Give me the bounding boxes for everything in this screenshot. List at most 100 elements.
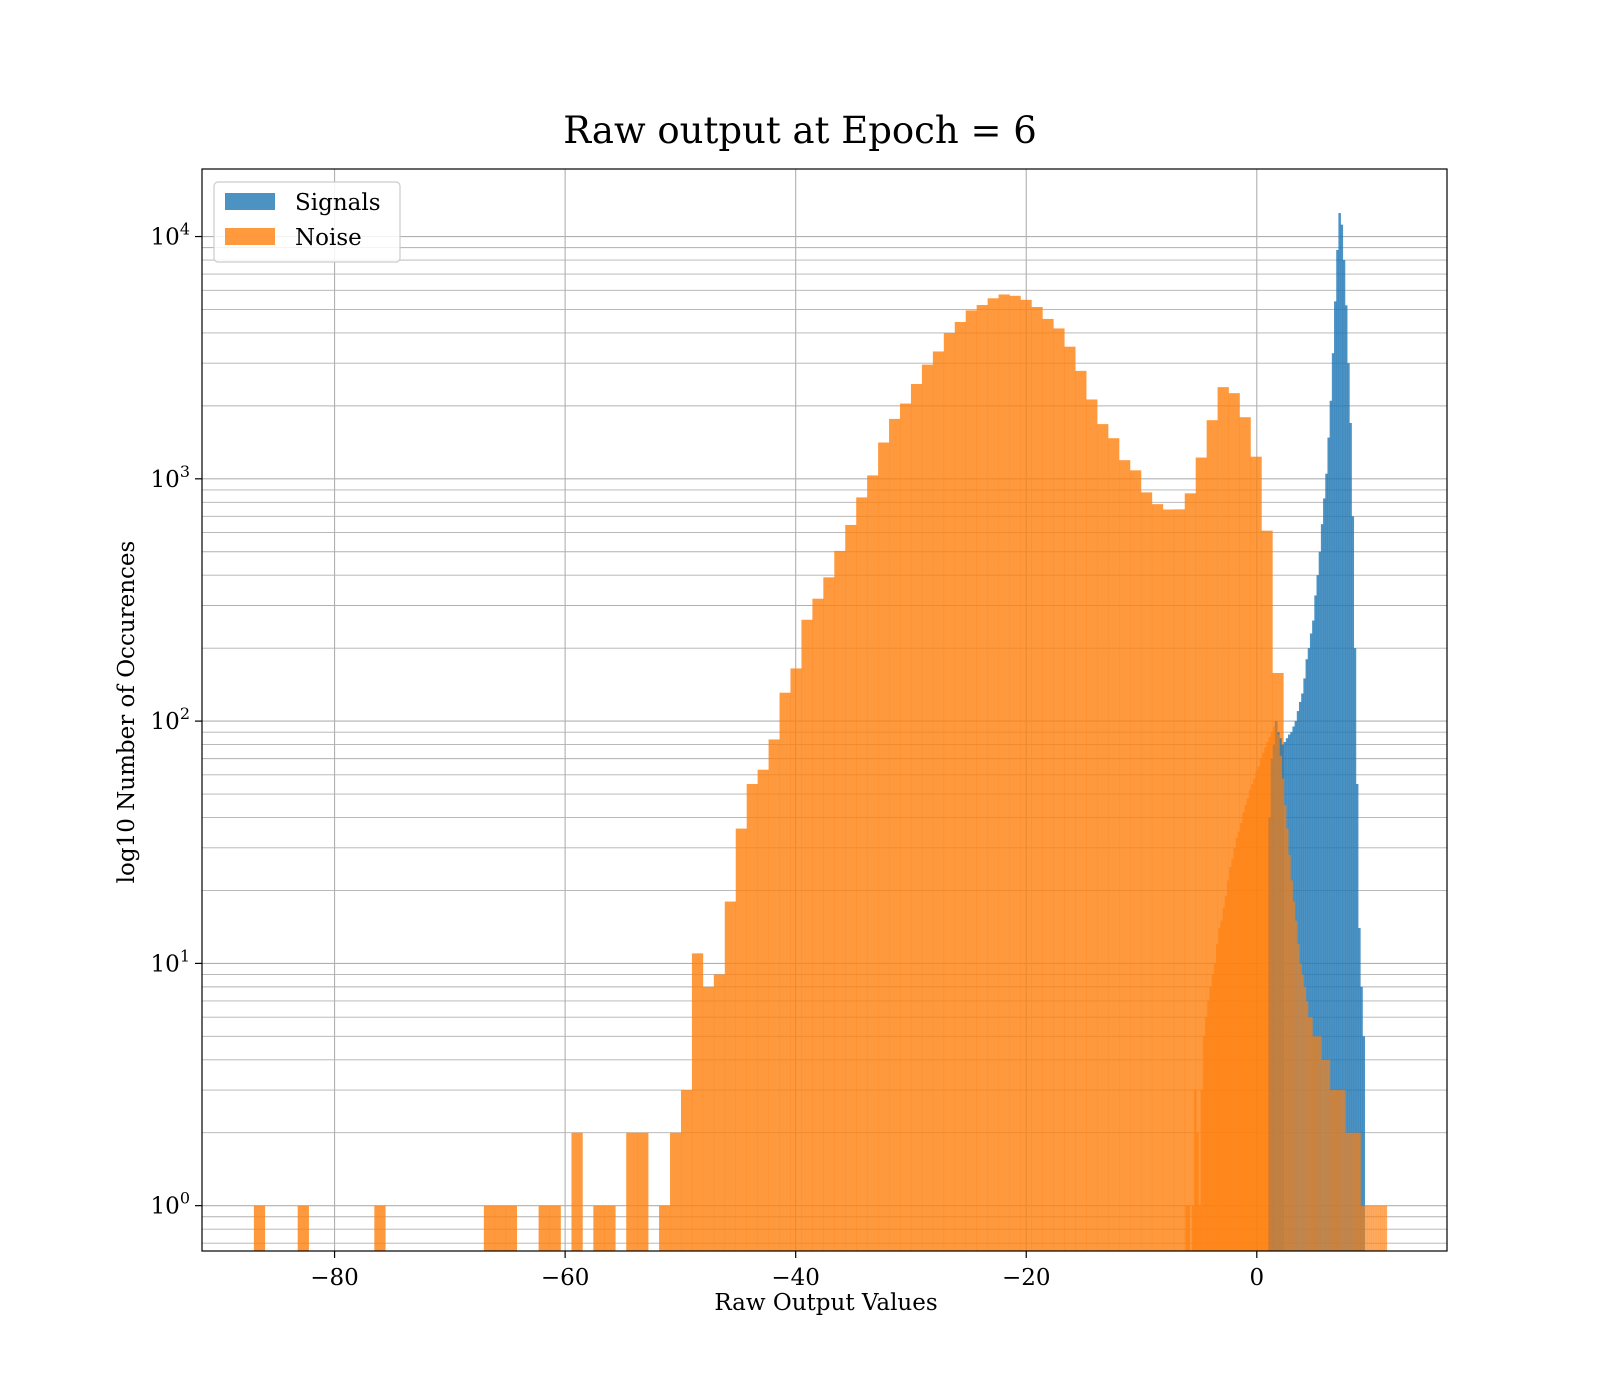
- noise-bar: [910, 384, 923, 1251]
- noise-bar: [943, 333, 956, 1251]
- noise-overlay-bar: [1270, 732, 1274, 1251]
- noise-bar: [1119, 460, 1131, 1251]
- noise-bar: [889, 418, 901, 1252]
- signal-bar: [1307, 648, 1311, 1251]
- noise-overlay-bar: [1378, 1205, 1381, 1251]
- noise-bar: [483, 1205, 496, 1251]
- noise-overlay-bar: [1373, 1205, 1377, 1251]
- noise-overlay-bar: [1191, 1205, 1195, 1251]
- noise-bar: [856, 497, 868, 1251]
- plot-frame: [201, 168, 1448, 1252]
- noise-overlay-bar: [1358, 1132, 1361, 1251]
- noise-bar: [1217, 387, 1229, 1251]
- noise-overlay-bar: [1231, 858, 1234, 1251]
- noise-bar: [637, 1132, 649, 1251]
- noise-bar: [626, 1132, 638, 1251]
- noise-bar: [735, 828, 747, 1251]
- noise-overlay-bar: [1312, 1036, 1315, 1251]
- noise-overlay-bar: [1314, 1036, 1318, 1251]
- noise-overlay-bar: [1215, 944, 1219, 1251]
- noise-overlay-bar: [1305, 1000, 1309, 1251]
- noise-overlay-bar: [1268, 736, 1272, 1251]
- noise-bar: [297, 1205, 309, 1251]
- noise-bar: [713, 974, 726, 1251]
- noise-overlay-bar: [1375, 1205, 1379, 1251]
- signal-bar: [1347, 363, 1350, 1251]
- noise-overlay-bar: [1340, 1090, 1344, 1251]
- noise-bar: [812, 598, 824, 1251]
- noise-bar: [1108, 438, 1120, 1251]
- noise-bar: [954, 321, 967, 1251]
- signal-bar: [1334, 301, 1337, 1252]
- noise-overlay-bar: [1323, 1059, 1326, 1251]
- noise-overlay-bar: [1329, 1090, 1333, 1251]
- legend-label-noise: Noise: [295, 225, 362, 251]
- signal-bar: [1329, 400, 1333, 1252]
- signal-bar: [1325, 473, 1328, 1251]
- noise-bar: [845, 524, 857, 1251]
- noise-overlay-bar: [1240, 822, 1243, 1251]
- x-axis-label: Raw Output Values: [714, 1290, 937, 1316]
- noise-overlay-bar: [1369, 1205, 1372, 1251]
- noise-overlay-bar: [1251, 784, 1254, 1251]
- noise-bar: [253, 1205, 266, 1251]
- noise-overlay-bar: [1277, 734, 1280, 1251]
- noise-bar: [1086, 399, 1098, 1251]
- noise-overlay-bar: [1288, 855, 1291, 1251]
- noise-overlay-bar: [1272, 726, 1276, 1251]
- noise-overlay-bar: [1286, 828, 1289, 1251]
- noise-bar: [1140, 492, 1153, 1252]
- noise-overlay-bar: [1194, 1090, 1197, 1251]
- y-tick-exponent: 0: [180, 1189, 190, 1208]
- noise-overlay-bar: [1226, 880, 1230, 1251]
- noise-overlay-bar: [1185, 1205, 1188, 1251]
- noise-overlay-bar: [1200, 1090, 1204, 1251]
- noise-bar: [1020, 299, 1032, 1251]
- noise-overlay-bar: [1209, 986, 1212, 1251]
- noise-overlay-bar: [1345, 1132, 1348, 1251]
- noise-overlay-bar: [1253, 778, 1256, 1251]
- noise-bar: [1195, 457, 1207, 1251]
- signal-bar: [1362, 1036, 1365, 1251]
- signal-bar: [1351, 516, 1355, 1251]
- noise-overlay-bar: [1307, 1017, 1311, 1251]
- noise-overlay-bar: [1266, 741, 1269, 1251]
- noise-bar: [670, 1132, 682, 1251]
- noise-overlay-bar: [1301, 974, 1304, 1251]
- noise-overlay-bar: [1259, 758, 1263, 1251]
- noise-overlay-bar: [1202, 1036, 1206, 1251]
- noise-overlay-bar: [1334, 1090, 1337, 1251]
- noise-overlay-bar: [1380, 1205, 1383, 1251]
- signal-bar: [1344, 305, 1348, 1251]
- noise-bar: [921, 364, 934, 1252]
- x-tick-label: −60: [541, 1265, 590, 1291]
- noise-bar: [1064, 346, 1076, 1251]
- noise-overlay-bar: [1292, 901, 1296, 1251]
- noise-overlay-bar: [1384, 1205, 1388, 1251]
- noise-overlay-bar: [1303, 986, 1307, 1251]
- signal-bar: [1353, 648, 1357, 1251]
- noise-overlay-bar: [1207, 1000, 1210, 1251]
- signal-bar: [1312, 620, 1315, 1251]
- noise-bar: [494, 1205, 507, 1251]
- signal-bar: [1340, 224, 1344, 1252]
- noise-overlay-bar: [1382, 1205, 1385, 1251]
- noise-bar: [987, 298, 999, 1251]
- signal-bar: [1320, 524, 1324, 1251]
- noise-bar: [965, 310, 977, 1252]
- y-tick-exponent: 1: [180, 946, 190, 965]
- noise-overlay-bar: [1367, 1205, 1370, 1251]
- noise-overlay-bar: [1261, 752, 1265, 1251]
- y-tick-exponent: 2: [180, 704, 190, 723]
- noise-bar: [1097, 424, 1109, 1251]
- legend-swatch-noise: [225, 228, 275, 245]
- noise-bar: [593, 1205, 605, 1251]
- x-tick-label: −40: [771, 1265, 820, 1291]
- noise-overlay-bar: [1220, 920, 1223, 1251]
- noise-overlay-bar: [1233, 847, 1236, 1251]
- signal-bar: [1316, 575, 1319, 1251]
- noise-bar: [1151, 504, 1164, 1252]
- noise-bar: [505, 1205, 518, 1251]
- chart-title: Raw output at Epoch = 6: [563, 109, 1037, 152]
